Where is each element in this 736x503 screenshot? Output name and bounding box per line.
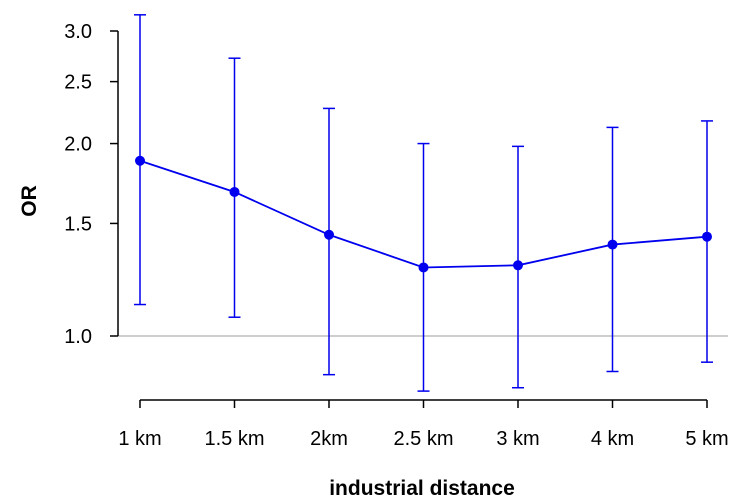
y-tick-label: 2.5: [64, 72, 92, 94]
x-tick-label: 1 km: [118, 428, 161, 450]
y-tick-label: 1.5: [64, 213, 92, 235]
data-point: [418, 262, 429, 273]
data-point: [135, 155, 145, 166]
data-point: [607, 239, 618, 250]
x-tick-label: 4 km: [591, 428, 634, 450]
x-tick-label: 2km: [310, 428, 348, 450]
data-point: [229, 186, 240, 197]
x-tick-label: 5 km: [685, 428, 728, 450]
x-tick-label: 3 km: [496, 428, 539, 450]
y-tick-label: 3.0: [64, 21, 92, 43]
x-tick-label: 1.5 km: [204, 428, 264, 450]
x-axis-title: industrial distance: [329, 477, 515, 500]
y-axis-title: OR: [18, 185, 41, 217]
y-tick-label: 2.0: [64, 134, 92, 156]
data-point: [513, 260, 523, 271]
data-point: [324, 229, 334, 240]
y-tick-label: 1.0: [64, 326, 92, 348]
x-tick-label: 2.5 km: [393, 428, 453, 450]
data-point: [702, 231, 712, 242]
